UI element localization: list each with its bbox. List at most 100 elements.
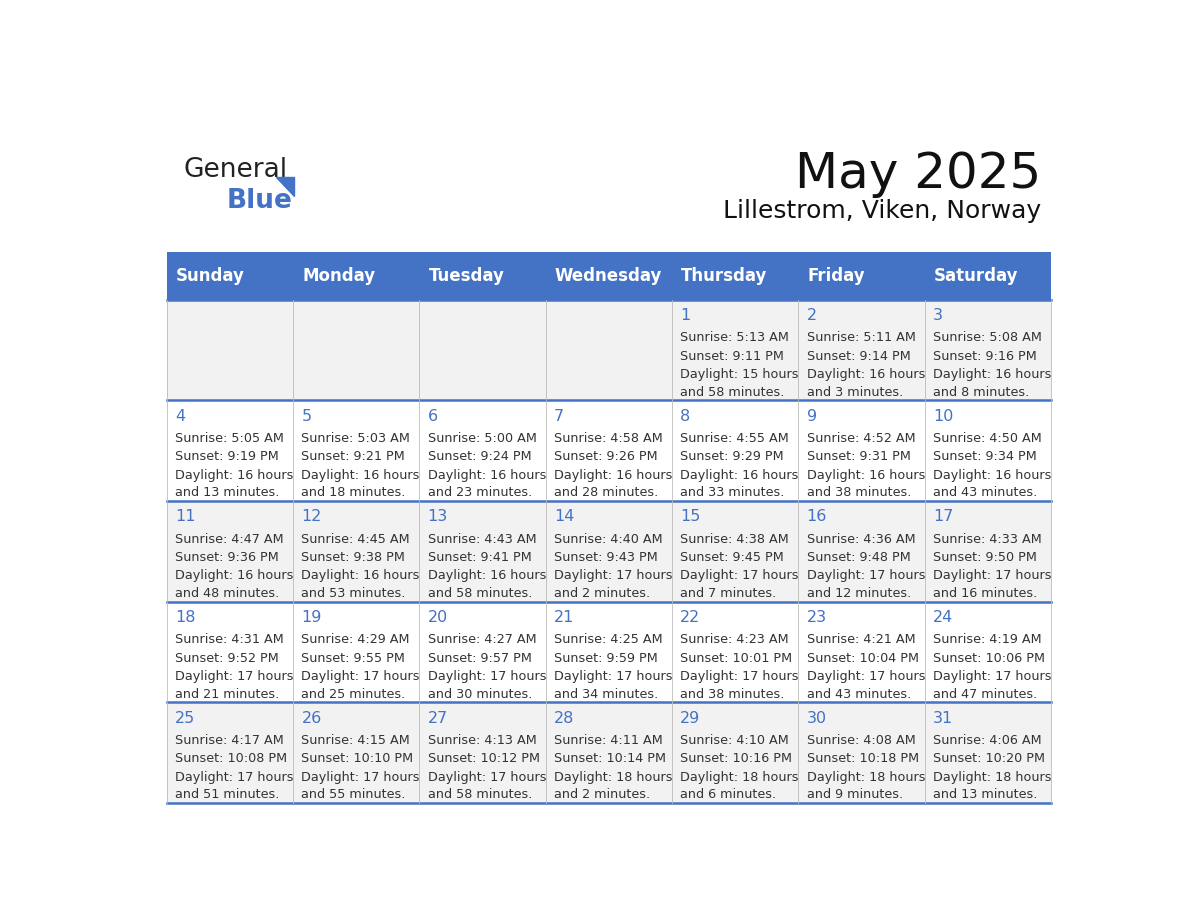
Text: 1: 1: [681, 308, 690, 323]
Text: May 2025: May 2025: [795, 150, 1042, 197]
Text: 27: 27: [428, 711, 448, 726]
Text: Daylight: 18 hours
and 6 minutes.: Daylight: 18 hours and 6 minutes.: [681, 771, 798, 801]
Text: Saturday: Saturday: [934, 266, 1018, 285]
Text: Daylight: 16 hours
and 43 minutes.: Daylight: 16 hours and 43 minutes.: [933, 469, 1051, 499]
Text: Daylight: 17 hours
and 2 minutes.: Daylight: 17 hours and 2 minutes.: [554, 569, 672, 600]
Text: Friday: Friday: [808, 266, 865, 285]
Text: Daylight: 17 hours
and 12 minutes.: Daylight: 17 hours and 12 minutes.: [807, 569, 925, 600]
Text: Daylight: 17 hours
and 34 minutes.: Daylight: 17 hours and 34 minutes.: [554, 670, 672, 700]
Text: Blue: Blue: [227, 187, 292, 214]
Text: Daylight: 17 hours
and 38 minutes.: Daylight: 17 hours and 38 minutes.: [681, 670, 798, 700]
Text: Sunset: 9:26 PM: Sunset: 9:26 PM: [554, 451, 658, 464]
Text: Daylight: 17 hours
and 43 minutes.: Daylight: 17 hours and 43 minutes.: [807, 670, 925, 700]
Text: Sunrise: 4:17 AM: Sunrise: 4:17 AM: [175, 734, 284, 747]
Text: Daylight: 16 hours
and 3 minutes.: Daylight: 16 hours and 3 minutes.: [807, 368, 925, 398]
Text: 28: 28: [554, 711, 574, 726]
Text: 8: 8: [681, 409, 690, 424]
Text: 4: 4: [175, 409, 185, 424]
Text: Daylight: 17 hours
and 51 minutes.: Daylight: 17 hours and 51 minutes.: [175, 771, 293, 801]
Text: Sunrise: 4:21 AM: Sunrise: 4:21 AM: [807, 633, 915, 646]
Text: Sunset: 9:59 PM: Sunset: 9:59 PM: [554, 652, 658, 665]
Text: Sunset: 9:36 PM: Sunset: 9:36 PM: [175, 551, 279, 564]
Text: Sunrise: 5:00 AM: Sunrise: 5:00 AM: [428, 432, 537, 445]
Text: Sunset: 10:16 PM: Sunset: 10:16 PM: [681, 753, 792, 766]
Text: Sunset: 9:11 PM: Sunset: 9:11 PM: [681, 350, 784, 363]
Text: 10: 10: [933, 409, 953, 424]
Text: 30: 30: [807, 711, 827, 726]
Text: Sunset: 10:10 PM: Sunset: 10:10 PM: [302, 753, 413, 766]
Text: 11: 11: [175, 509, 196, 524]
FancyBboxPatch shape: [166, 601, 1051, 702]
Text: Sunrise: 5:11 AM: Sunrise: 5:11 AM: [807, 331, 916, 344]
Text: Daylight: 16 hours
and 33 minutes.: Daylight: 16 hours and 33 minutes.: [681, 469, 798, 499]
Text: 5: 5: [302, 409, 311, 424]
Text: Daylight: 16 hours
and 28 minutes.: Daylight: 16 hours and 28 minutes.: [554, 469, 672, 499]
Text: Sunset: 9:50 PM: Sunset: 9:50 PM: [933, 551, 1037, 564]
Text: Sunrise: 4:43 AM: Sunrise: 4:43 AM: [428, 532, 536, 545]
Text: 14: 14: [554, 509, 574, 524]
FancyBboxPatch shape: [166, 501, 1051, 601]
Text: Sunrise: 4:23 AM: Sunrise: 4:23 AM: [681, 633, 789, 646]
FancyBboxPatch shape: [166, 400, 1051, 501]
Text: Sunset: 10:18 PM: Sunset: 10:18 PM: [807, 753, 918, 766]
Text: Daylight: 17 hours
and 7 minutes.: Daylight: 17 hours and 7 minutes.: [681, 569, 798, 600]
Text: Sunrise: 4:50 AM: Sunrise: 4:50 AM: [933, 432, 1042, 445]
Text: Sunrise: 4:36 AM: Sunrise: 4:36 AM: [807, 532, 915, 545]
Text: 22: 22: [681, 610, 701, 625]
Text: 17: 17: [933, 509, 953, 524]
Text: 25: 25: [175, 711, 196, 726]
Text: Sunrise: 4:15 AM: Sunrise: 4:15 AM: [302, 734, 410, 747]
Text: Sunset: 10:04 PM: Sunset: 10:04 PM: [807, 652, 918, 665]
Text: Sunset: 9:41 PM: Sunset: 9:41 PM: [428, 551, 531, 564]
Text: Daylight: 15 hours
and 58 minutes.: Daylight: 15 hours and 58 minutes.: [681, 368, 798, 398]
Text: Sunset: 9:16 PM: Sunset: 9:16 PM: [933, 350, 1037, 363]
Text: Sunset: 9:48 PM: Sunset: 9:48 PM: [807, 551, 910, 564]
Text: 16: 16: [807, 509, 827, 524]
Text: 31: 31: [933, 711, 953, 726]
Text: 13: 13: [428, 509, 448, 524]
Text: Sunset: 9:43 PM: Sunset: 9:43 PM: [554, 551, 658, 564]
Text: 29: 29: [681, 711, 701, 726]
Text: Sunrise: 4:33 AM: Sunrise: 4:33 AM: [933, 532, 1042, 545]
Text: Sunset: 10:14 PM: Sunset: 10:14 PM: [554, 753, 666, 766]
Text: Daylight: 16 hours
and 18 minutes.: Daylight: 16 hours and 18 minutes.: [302, 469, 419, 499]
Text: 2: 2: [807, 308, 816, 323]
Text: Sunrise: 4:58 AM: Sunrise: 4:58 AM: [554, 432, 663, 445]
Text: Sunrise: 5:03 AM: Sunrise: 5:03 AM: [302, 432, 410, 445]
Text: Sunrise: 4:52 AM: Sunrise: 4:52 AM: [807, 432, 915, 445]
Text: Tuesday: Tuesday: [429, 266, 505, 285]
Text: Sunrise: 4:11 AM: Sunrise: 4:11 AM: [554, 734, 663, 747]
Text: Sunset: 9:14 PM: Sunset: 9:14 PM: [807, 350, 910, 363]
Text: 19: 19: [302, 610, 322, 625]
Text: Sunrise: 4:55 AM: Sunrise: 4:55 AM: [681, 432, 789, 445]
Text: Daylight: 16 hours
and 8 minutes.: Daylight: 16 hours and 8 minutes.: [933, 368, 1051, 398]
Text: Sunset: 10:12 PM: Sunset: 10:12 PM: [428, 753, 539, 766]
Text: 23: 23: [807, 610, 827, 625]
Text: Daylight: 17 hours
and 16 minutes.: Daylight: 17 hours and 16 minutes.: [933, 569, 1051, 600]
Text: Sunset: 10:08 PM: Sunset: 10:08 PM: [175, 753, 287, 766]
Text: Sunset: 9:38 PM: Sunset: 9:38 PM: [302, 551, 405, 564]
Text: Sunset: 10:01 PM: Sunset: 10:01 PM: [681, 652, 792, 665]
Text: Monday: Monday: [303, 266, 375, 285]
Text: 20: 20: [428, 610, 448, 625]
Text: Sunset: 10:20 PM: Sunset: 10:20 PM: [933, 753, 1044, 766]
Text: Sunset: 9:55 PM: Sunset: 9:55 PM: [302, 652, 405, 665]
Text: 12: 12: [302, 509, 322, 524]
Text: Daylight: 17 hours
and 30 minutes.: Daylight: 17 hours and 30 minutes.: [428, 670, 546, 700]
Text: Sunday: Sunday: [176, 266, 245, 285]
Text: Sunset: 10:06 PM: Sunset: 10:06 PM: [933, 652, 1044, 665]
Text: Sunrise: 4:27 AM: Sunrise: 4:27 AM: [428, 633, 536, 646]
Text: Sunrise: 5:08 AM: Sunrise: 5:08 AM: [933, 331, 1042, 344]
Text: General: General: [183, 157, 287, 184]
Text: Sunrise: 5:05 AM: Sunrise: 5:05 AM: [175, 432, 284, 445]
Text: Daylight: 16 hours
and 13 minutes.: Daylight: 16 hours and 13 minutes.: [175, 469, 293, 499]
Text: Sunset: 9:21 PM: Sunset: 9:21 PM: [302, 451, 405, 464]
Text: 24: 24: [933, 610, 953, 625]
Text: Daylight: 17 hours
and 21 minutes.: Daylight: 17 hours and 21 minutes.: [175, 670, 293, 700]
Text: Daylight: 16 hours
and 38 minutes.: Daylight: 16 hours and 38 minutes.: [807, 469, 925, 499]
Text: 21: 21: [554, 610, 574, 625]
Text: Daylight: 18 hours
and 13 minutes.: Daylight: 18 hours and 13 minutes.: [933, 771, 1051, 801]
Polygon shape: [276, 176, 293, 196]
Text: Sunrise: 4:47 AM: Sunrise: 4:47 AM: [175, 532, 284, 545]
Text: Daylight: 16 hours
and 48 minutes.: Daylight: 16 hours and 48 minutes.: [175, 569, 293, 600]
